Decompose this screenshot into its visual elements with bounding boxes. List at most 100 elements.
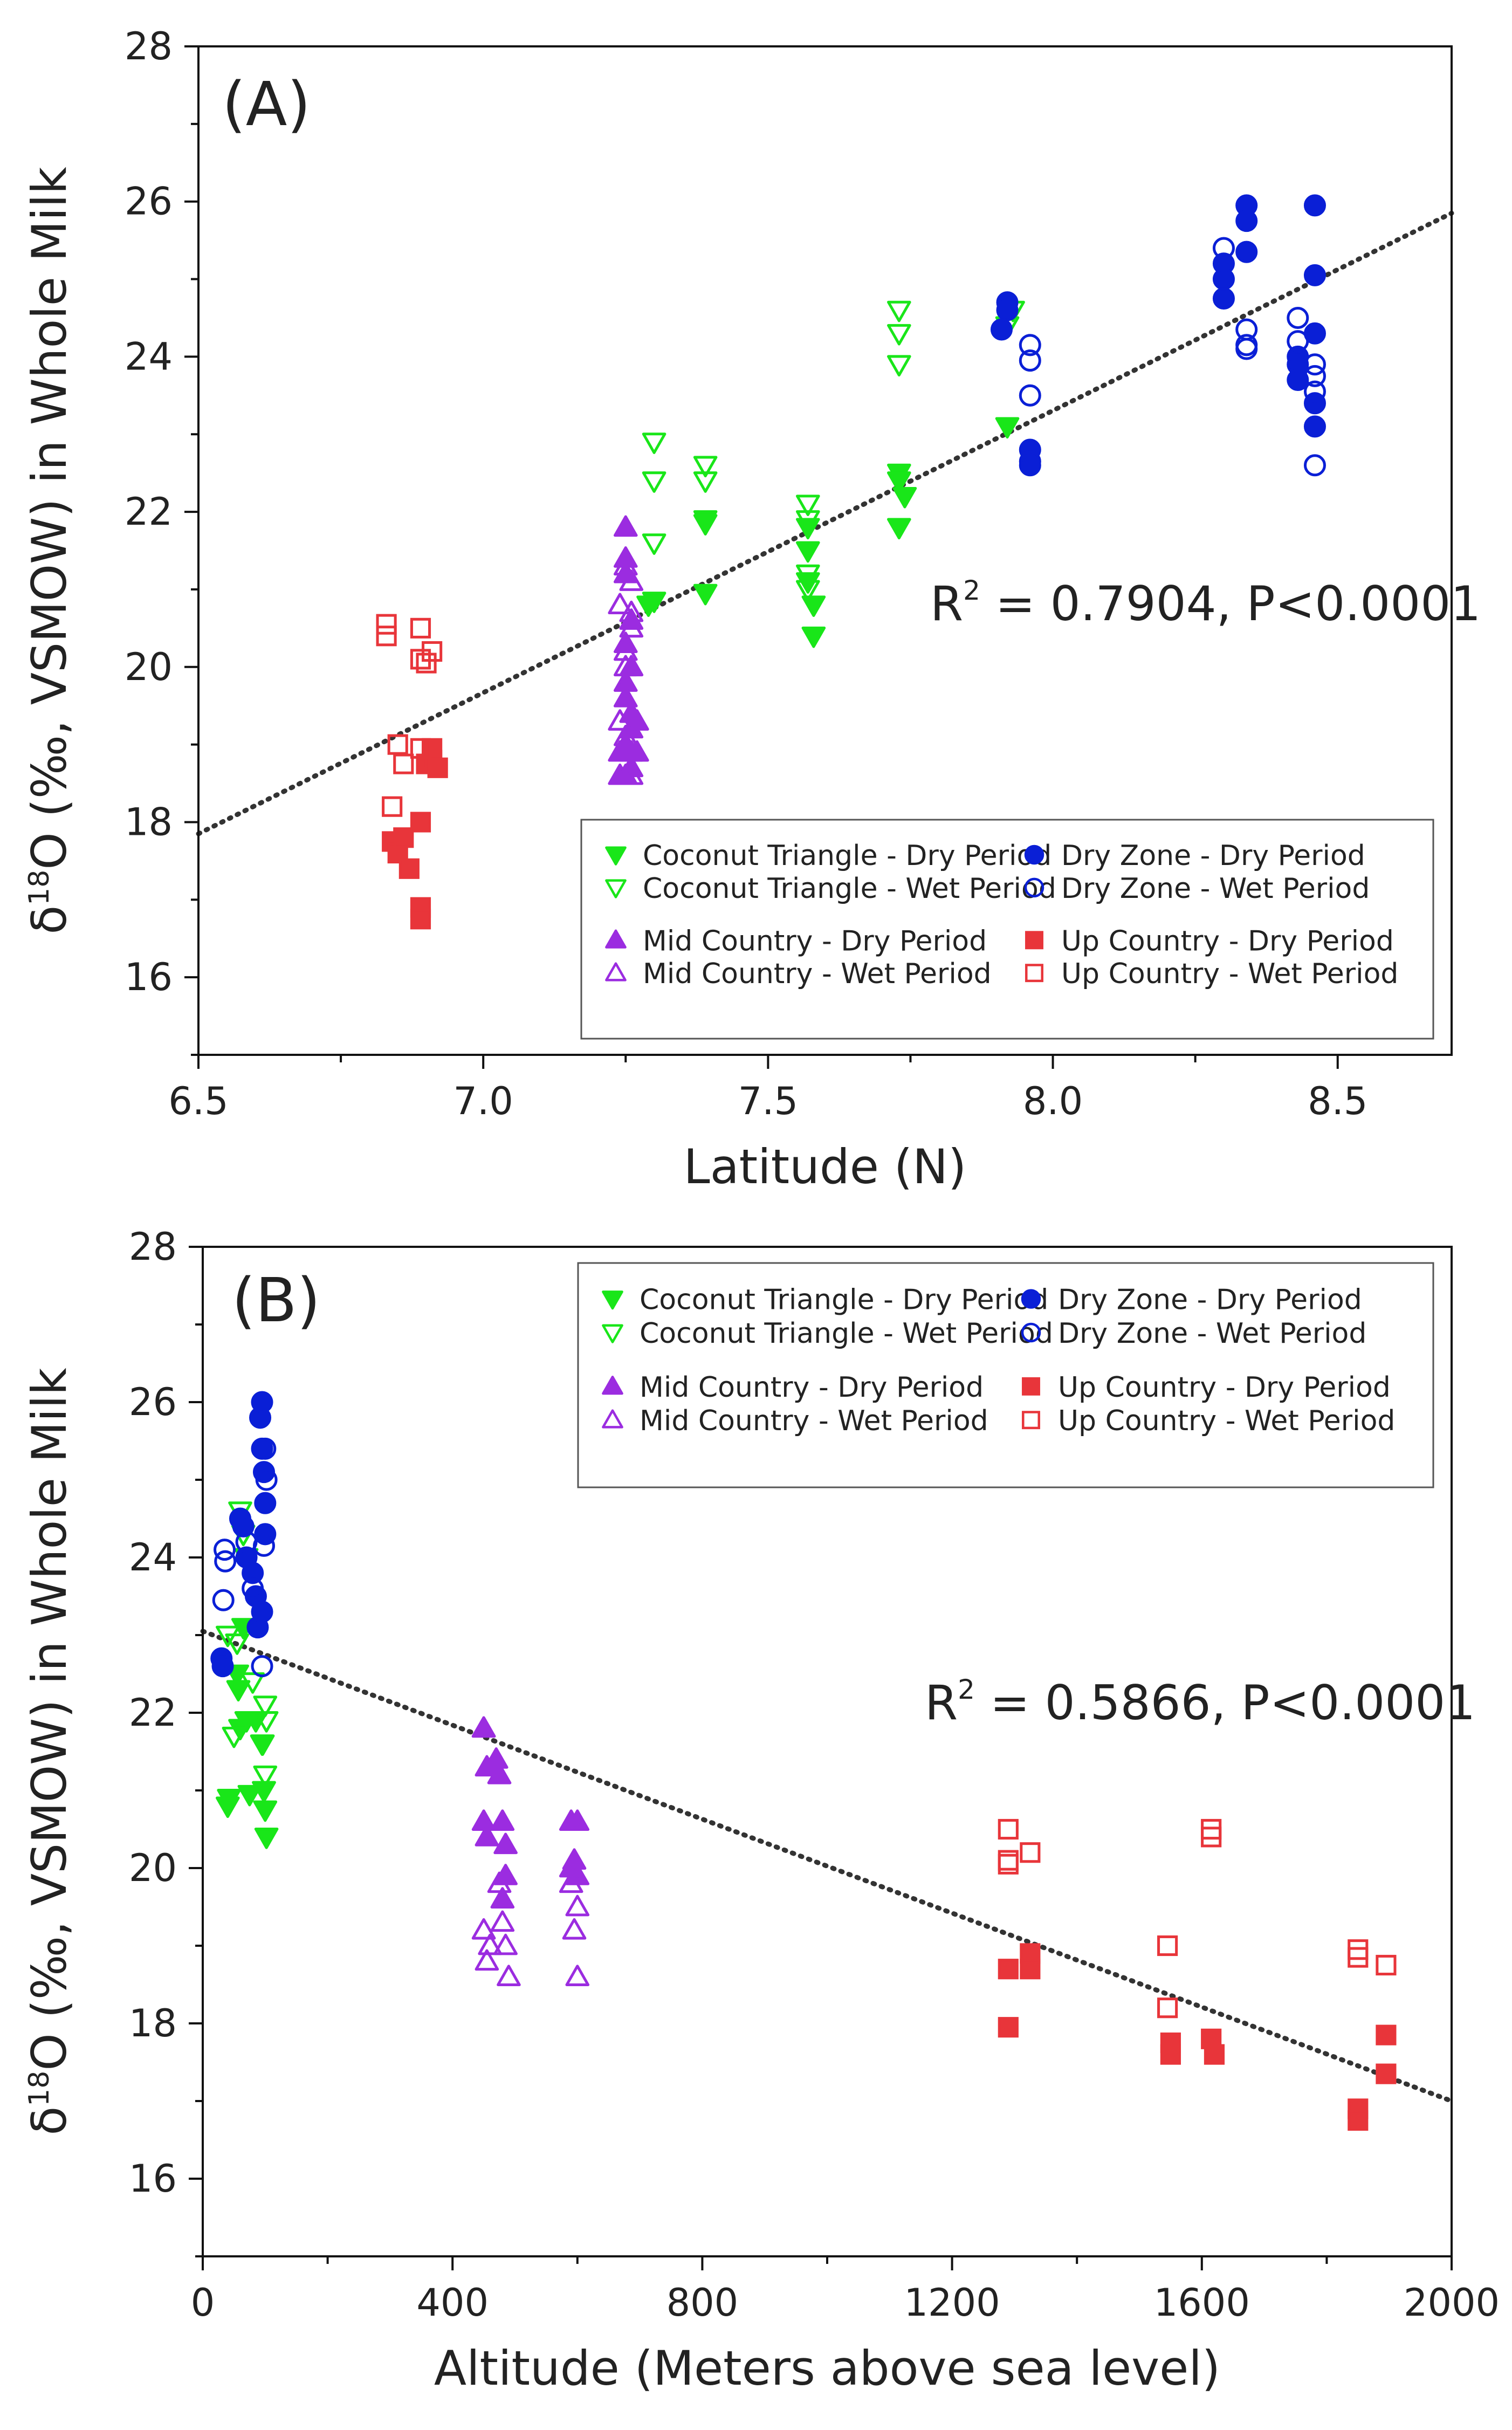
legend-marker bbox=[605, 962, 627, 981]
data-point bbox=[1212, 287, 1235, 310]
trendline bbox=[200, 1629, 1454, 2104]
data-point bbox=[1303, 454, 1326, 477]
y-tick-label: 24 bbox=[125, 334, 173, 379]
data-point bbox=[222, 1726, 246, 1748]
data-point bbox=[795, 495, 820, 517]
data-point bbox=[1303, 194, 1326, 217]
series-coconut-wet bbox=[642, 300, 1025, 602]
data-point bbox=[642, 533, 666, 555]
legend-item: Dry Zone - Wet Period bbox=[1024, 873, 1370, 905]
legend-marker bbox=[602, 1290, 623, 1310]
data-point bbox=[253, 1695, 278, 1717]
data-point bbox=[410, 812, 431, 833]
data-point bbox=[996, 299, 1019, 321]
data-point bbox=[1303, 415, 1326, 438]
data-point bbox=[998, 1959, 1019, 1980]
x-tick-label: 800 bbox=[666, 2281, 739, 2325]
data-point bbox=[1157, 1935, 1178, 1957]
legend-item: Dry Zone - Dry Period bbox=[1024, 840, 1365, 872]
legend-item: Coconut Triangle - Wet Period bbox=[605, 873, 1056, 905]
data-point bbox=[565, 1809, 590, 1831]
legend-marker bbox=[605, 879, 627, 898]
legend-label: Mid Country - Wet Period bbox=[643, 958, 992, 990]
data-point bbox=[422, 738, 443, 759]
data-point bbox=[1235, 241, 1258, 263]
r-squared-annotation: R2 = 0.5866, P<0.0001 bbox=[925, 1674, 1475, 1731]
legend-label: Dry Zone - Dry Period bbox=[1061, 840, 1365, 872]
data-point bbox=[478, 1933, 502, 1955]
data-point bbox=[1020, 1959, 1041, 1980]
data-point bbox=[990, 318, 1013, 341]
data-point bbox=[795, 580, 820, 602]
data-point bbox=[1348, 2110, 1369, 2131]
data-point bbox=[252, 1781, 276, 1803]
data-point bbox=[251, 1391, 273, 1413]
data-point bbox=[1303, 353, 1326, 376]
legend-item: Up Country - Wet Period bbox=[1025, 958, 1398, 990]
data-point bbox=[619, 569, 644, 591]
data-point bbox=[410, 909, 431, 930]
data-point bbox=[490, 1809, 515, 1831]
legend-marker bbox=[1025, 964, 1043, 983]
data-point bbox=[254, 1437, 277, 1460]
data-point bbox=[619, 616, 644, 638]
data-point bbox=[1287, 369, 1309, 392]
data-point bbox=[490, 1910, 515, 1932]
series-up-dry bbox=[382, 738, 448, 930]
legend-item: Up Country - Wet Period bbox=[1022, 1405, 1395, 1437]
data-point bbox=[214, 1539, 236, 1561]
y-tick-label: 18 bbox=[125, 800, 173, 844]
data-point bbox=[887, 355, 911, 377]
data-point bbox=[693, 471, 718, 493]
data-point bbox=[251, 1655, 273, 1678]
legend-marker bbox=[605, 846, 627, 866]
x-tick-label: 1600 bbox=[1154, 2281, 1250, 2325]
legend-item: Mid Country - Wet Period bbox=[602, 1405, 988, 1437]
legend-label: Dry Zone - Dry Period bbox=[1058, 1284, 1362, 1316]
legend-marker bbox=[1022, 1411, 1040, 1430]
legend-item: Mid Country - Wet Period bbox=[605, 958, 992, 990]
legend-label: Mid Country - Wet Period bbox=[640, 1405, 988, 1437]
data-point bbox=[215, 1625, 240, 1648]
chart-panel-a: 6.5 7.0 7.5 8.0 8.5 16 18 20 22 24 26 28 Latitude (N… bbox=[22, 24, 1481, 1195]
series-up-dry bbox=[998, 1943, 1397, 2131]
data-point bbox=[254, 1711, 279, 1733]
data-point bbox=[559, 1871, 583, 1893]
legend-box bbox=[577, 1262, 1434, 1488]
data-point bbox=[416, 653, 437, 674]
data-point bbox=[642, 433, 666, 454]
data-point bbox=[226, 1680, 251, 1702]
data-point bbox=[1303, 380, 1326, 403]
data-point bbox=[253, 1800, 278, 1822]
data-point bbox=[1212, 268, 1235, 291]
data-point bbox=[1201, 1827, 1222, 1848]
data-point bbox=[613, 639, 638, 661]
legend-label: Coconut Triangle - Dry Period bbox=[643, 840, 1051, 872]
data-point bbox=[887, 324, 911, 346]
data-point bbox=[613, 724, 638, 746]
y-tick-label: 22 bbox=[125, 490, 173, 534]
data-point bbox=[1303, 392, 1326, 415]
legend-marker bbox=[602, 1375, 623, 1395]
legend-marker bbox=[602, 1324, 623, 1343]
data-point bbox=[214, 1550, 237, 1573]
data-point bbox=[619, 740, 644, 762]
data-point bbox=[613, 685, 638, 708]
data-point bbox=[1287, 306, 1309, 329]
x-tick-label: 7.0 bbox=[453, 1079, 513, 1123]
series-dry_zone-dry bbox=[990, 194, 1326, 477]
x-axis-label: Altitude (Meters above sea level) bbox=[434, 2340, 1220, 2396]
data-point bbox=[475, 1949, 499, 1971]
y-tick-label: 20 bbox=[129, 1846, 177, 1890]
legend-item: Coconut Triangle - Wet Period bbox=[602, 1317, 1053, 1350]
y-tick-label: 22 bbox=[129, 1691, 177, 1735]
data-point bbox=[225, 1633, 250, 1655]
y-tick-label: 26 bbox=[125, 180, 173, 224]
legend-label: Up Country - Wet Period bbox=[1058, 1405, 1395, 1437]
data-point bbox=[625, 709, 649, 731]
x-tick-label: 0 bbox=[191, 2281, 215, 2325]
y-tick-label: 16 bbox=[129, 2157, 177, 2201]
legend-marker bbox=[1021, 1322, 1041, 1343]
data-point bbox=[242, 1577, 264, 1600]
